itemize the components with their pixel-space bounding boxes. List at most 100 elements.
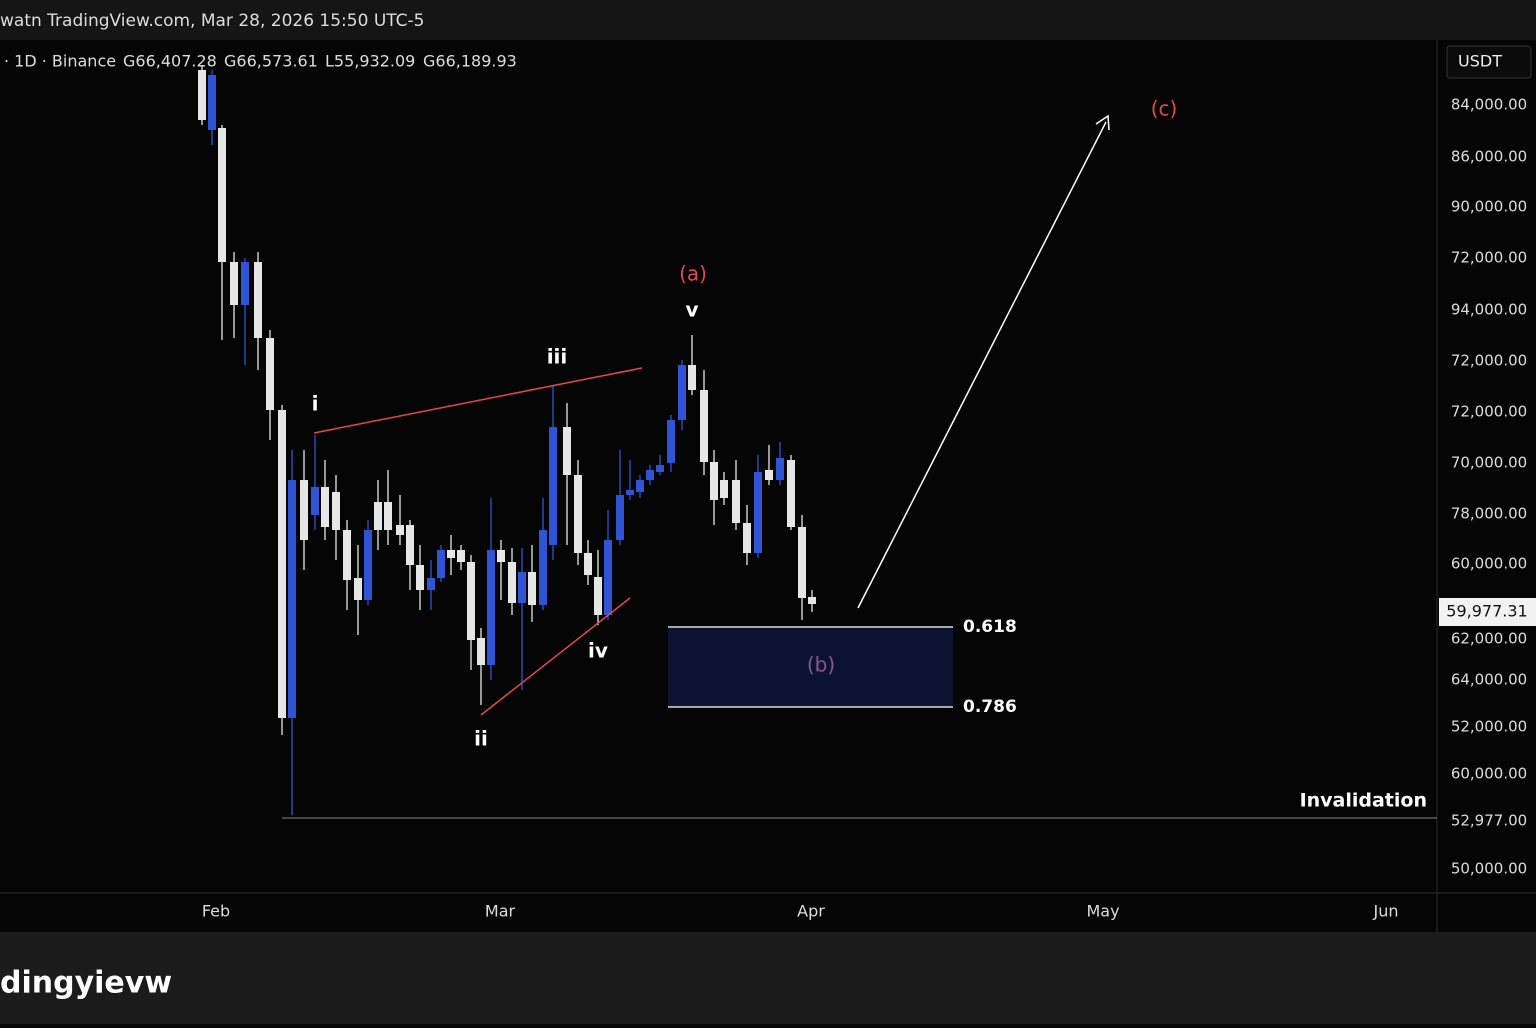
candle-body [688,365,696,390]
candle-body [396,525,404,535]
candle-body [230,262,238,305]
candle-body [594,577,602,615]
candle-body [656,465,664,472]
candle-body [604,540,612,615]
candle-body [616,495,624,540]
trendline [480,597,631,716]
candle-body [321,487,329,527]
candles [198,65,816,815]
wave-label: ii [474,727,488,751]
candle-body [437,550,445,578]
footer-logo: dingyievw [0,966,172,1001]
candle-body [241,262,249,305]
wave-label: (c) [1151,97,1178,121]
candle-body [218,128,226,262]
ohlc-value: G66,573.61 [224,52,318,71]
wave-label: iii [547,345,568,369]
price-label: 72,000.00 [1451,403,1527,421]
candle-body [798,527,806,598]
header-bar [0,0,1536,40]
price-label: 52,000.00 [1451,718,1527,736]
price-label: 52,977.00 [1451,812,1527,830]
candle-body [808,597,816,604]
candle-body [720,480,728,498]
price-label: 86,000.00 [1451,148,1527,166]
time-label: Mar [485,902,516,921]
trendline [313,367,643,434]
wave-label: i [312,392,319,416]
footer-bar [0,932,1536,1024]
unit-label: USDT [1458,52,1502,71]
candle-body [416,565,424,590]
candle-body [539,530,547,605]
candle-body [776,458,784,480]
candle-body [447,550,455,558]
candle-body [574,475,582,553]
unit-box[interactable] [1446,45,1532,79]
header-text: watn TradingView.com, Mar 28, 2026 15:50… [0,11,424,31]
price-label: 94,000.00 [1451,301,1527,319]
price-label: 72,000.00 [1451,352,1527,370]
current-price: 59,977.31 [1446,602,1527,621]
candle-body [678,365,686,420]
candle-body [528,572,536,605]
candle-body [467,562,475,640]
time-label: Feb [202,902,230,921]
chart-pane [0,40,1536,893]
wave-label: (a) [679,262,707,286]
projection-arrow [857,121,1107,609]
candle-body [518,572,526,603]
candle-body [743,523,751,553]
candle-body [278,410,286,718]
candle-body [508,562,516,603]
candle-body [406,525,414,565]
price-label: 70,000.00 [1451,454,1527,472]
wave-label: iv [588,639,608,663]
price-label: 60,000.00 [1451,555,1527,573]
candle-body [364,530,372,600]
ohlc-value: G66,407.28 [123,52,217,71]
fib-label: 0.786 [963,697,1017,717]
candle-body [787,460,795,527]
arrow-head [1095,114,1110,131]
candle-body [626,490,634,495]
candle-body [300,480,308,540]
candle-body [354,578,362,600]
candle-body [636,480,644,492]
fib-label: 0.618 [963,617,1017,637]
ohlc-value: G66,189.93 [423,52,517,71]
time-label: Jun [1373,902,1399,921]
candle-body [384,502,392,530]
price-label: 72,000.00 [1451,249,1527,267]
candle-body [374,502,382,530]
candle-body [266,338,274,410]
candle-body [584,553,592,575]
candle-body [208,75,216,130]
wave-label: (b) [807,653,835,677]
candle-body [487,550,495,665]
candle-body [311,487,319,515]
candle-body [732,480,740,523]
price-label: 90,000.00 [1451,198,1527,216]
candle-body [646,470,654,480]
price-label: 78,000.00 [1451,505,1527,523]
candle-body [343,530,351,580]
candle-body [549,427,557,545]
candle-body [288,480,296,718]
candle-body [700,390,708,462]
time-label: Apr [797,902,825,921]
wave-label: v [685,298,698,322]
candle-body [563,427,571,475]
price-label: 50,000.00 [1451,860,1527,878]
candle-body [477,638,485,665]
candle-body [497,550,505,562]
candle-body [667,420,675,463]
candle-body [427,578,435,590]
price-label: 62,000.00 [1451,630,1527,648]
invalidation-label: Invalidation [1300,790,1427,812]
time-label: May [1086,902,1119,921]
price-label: 64,000.00 [1451,671,1527,689]
price-label: 60,000.00 [1451,765,1527,783]
candle-body [710,462,718,500]
